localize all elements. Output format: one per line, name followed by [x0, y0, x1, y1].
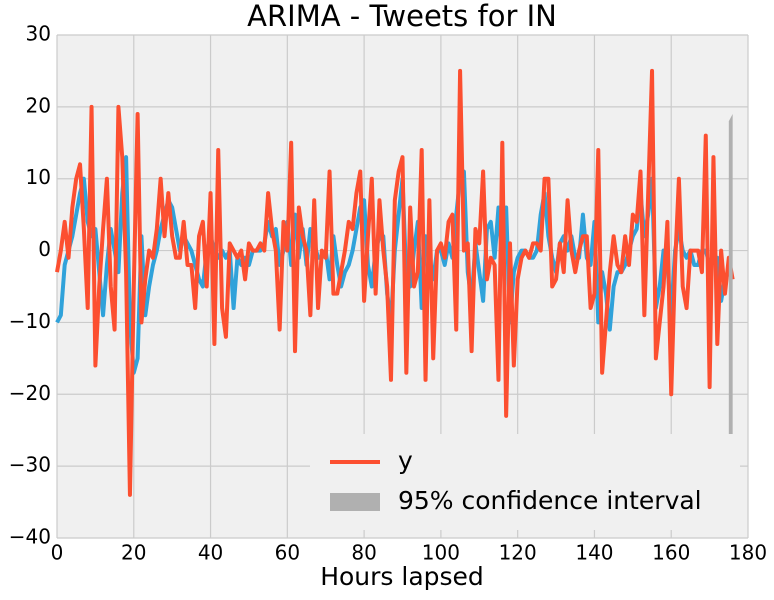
x-axis-label: Hours lapsed — [320, 562, 484, 591]
x-tick-label: 140 — [575, 541, 613, 565]
legend-label: y — [398, 446, 413, 475]
y-tick-label: −30 — [9, 453, 51, 477]
y-tick-label: −40 — [9, 525, 51, 549]
legend: y 95% confidence interval — [310, 434, 740, 530]
y-tick-label: −10 — [9, 309, 51, 333]
y-tick-label: 10 — [26, 165, 51, 189]
y-tick-label: −20 — [9, 381, 51, 405]
legend-swatch — [330, 493, 380, 511]
x-tick-label: 40 — [198, 541, 223, 565]
legend-box — [310, 434, 740, 530]
x-tick-label: 180 — [729, 541, 767, 565]
x-tick-label: 120 — [499, 541, 537, 565]
x-tick-label: 100 — [422, 541, 460, 565]
x-tick-label: 60 — [275, 541, 300, 565]
x-tick-label: 80 — [351, 541, 376, 565]
legend-label: 95% confidence interval — [398, 486, 702, 515]
x-tick-label: 0 — [51, 541, 64, 565]
y-tick-label: 30 — [26, 22, 51, 46]
confidence-interval — [728, 114, 733, 438]
series-line — [55, 68, 735, 497]
y-tick-label: 20 — [26, 93, 51, 117]
chart-title: ARIMA - Tweets for IN — [247, 0, 557, 33]
x-tick-label: 160 — [652, 541, 690, 565]
y-tick-label: 0 — [38, 237, 51, 261]
x-tick-label: 20 — [121, 541, 146, 565]
